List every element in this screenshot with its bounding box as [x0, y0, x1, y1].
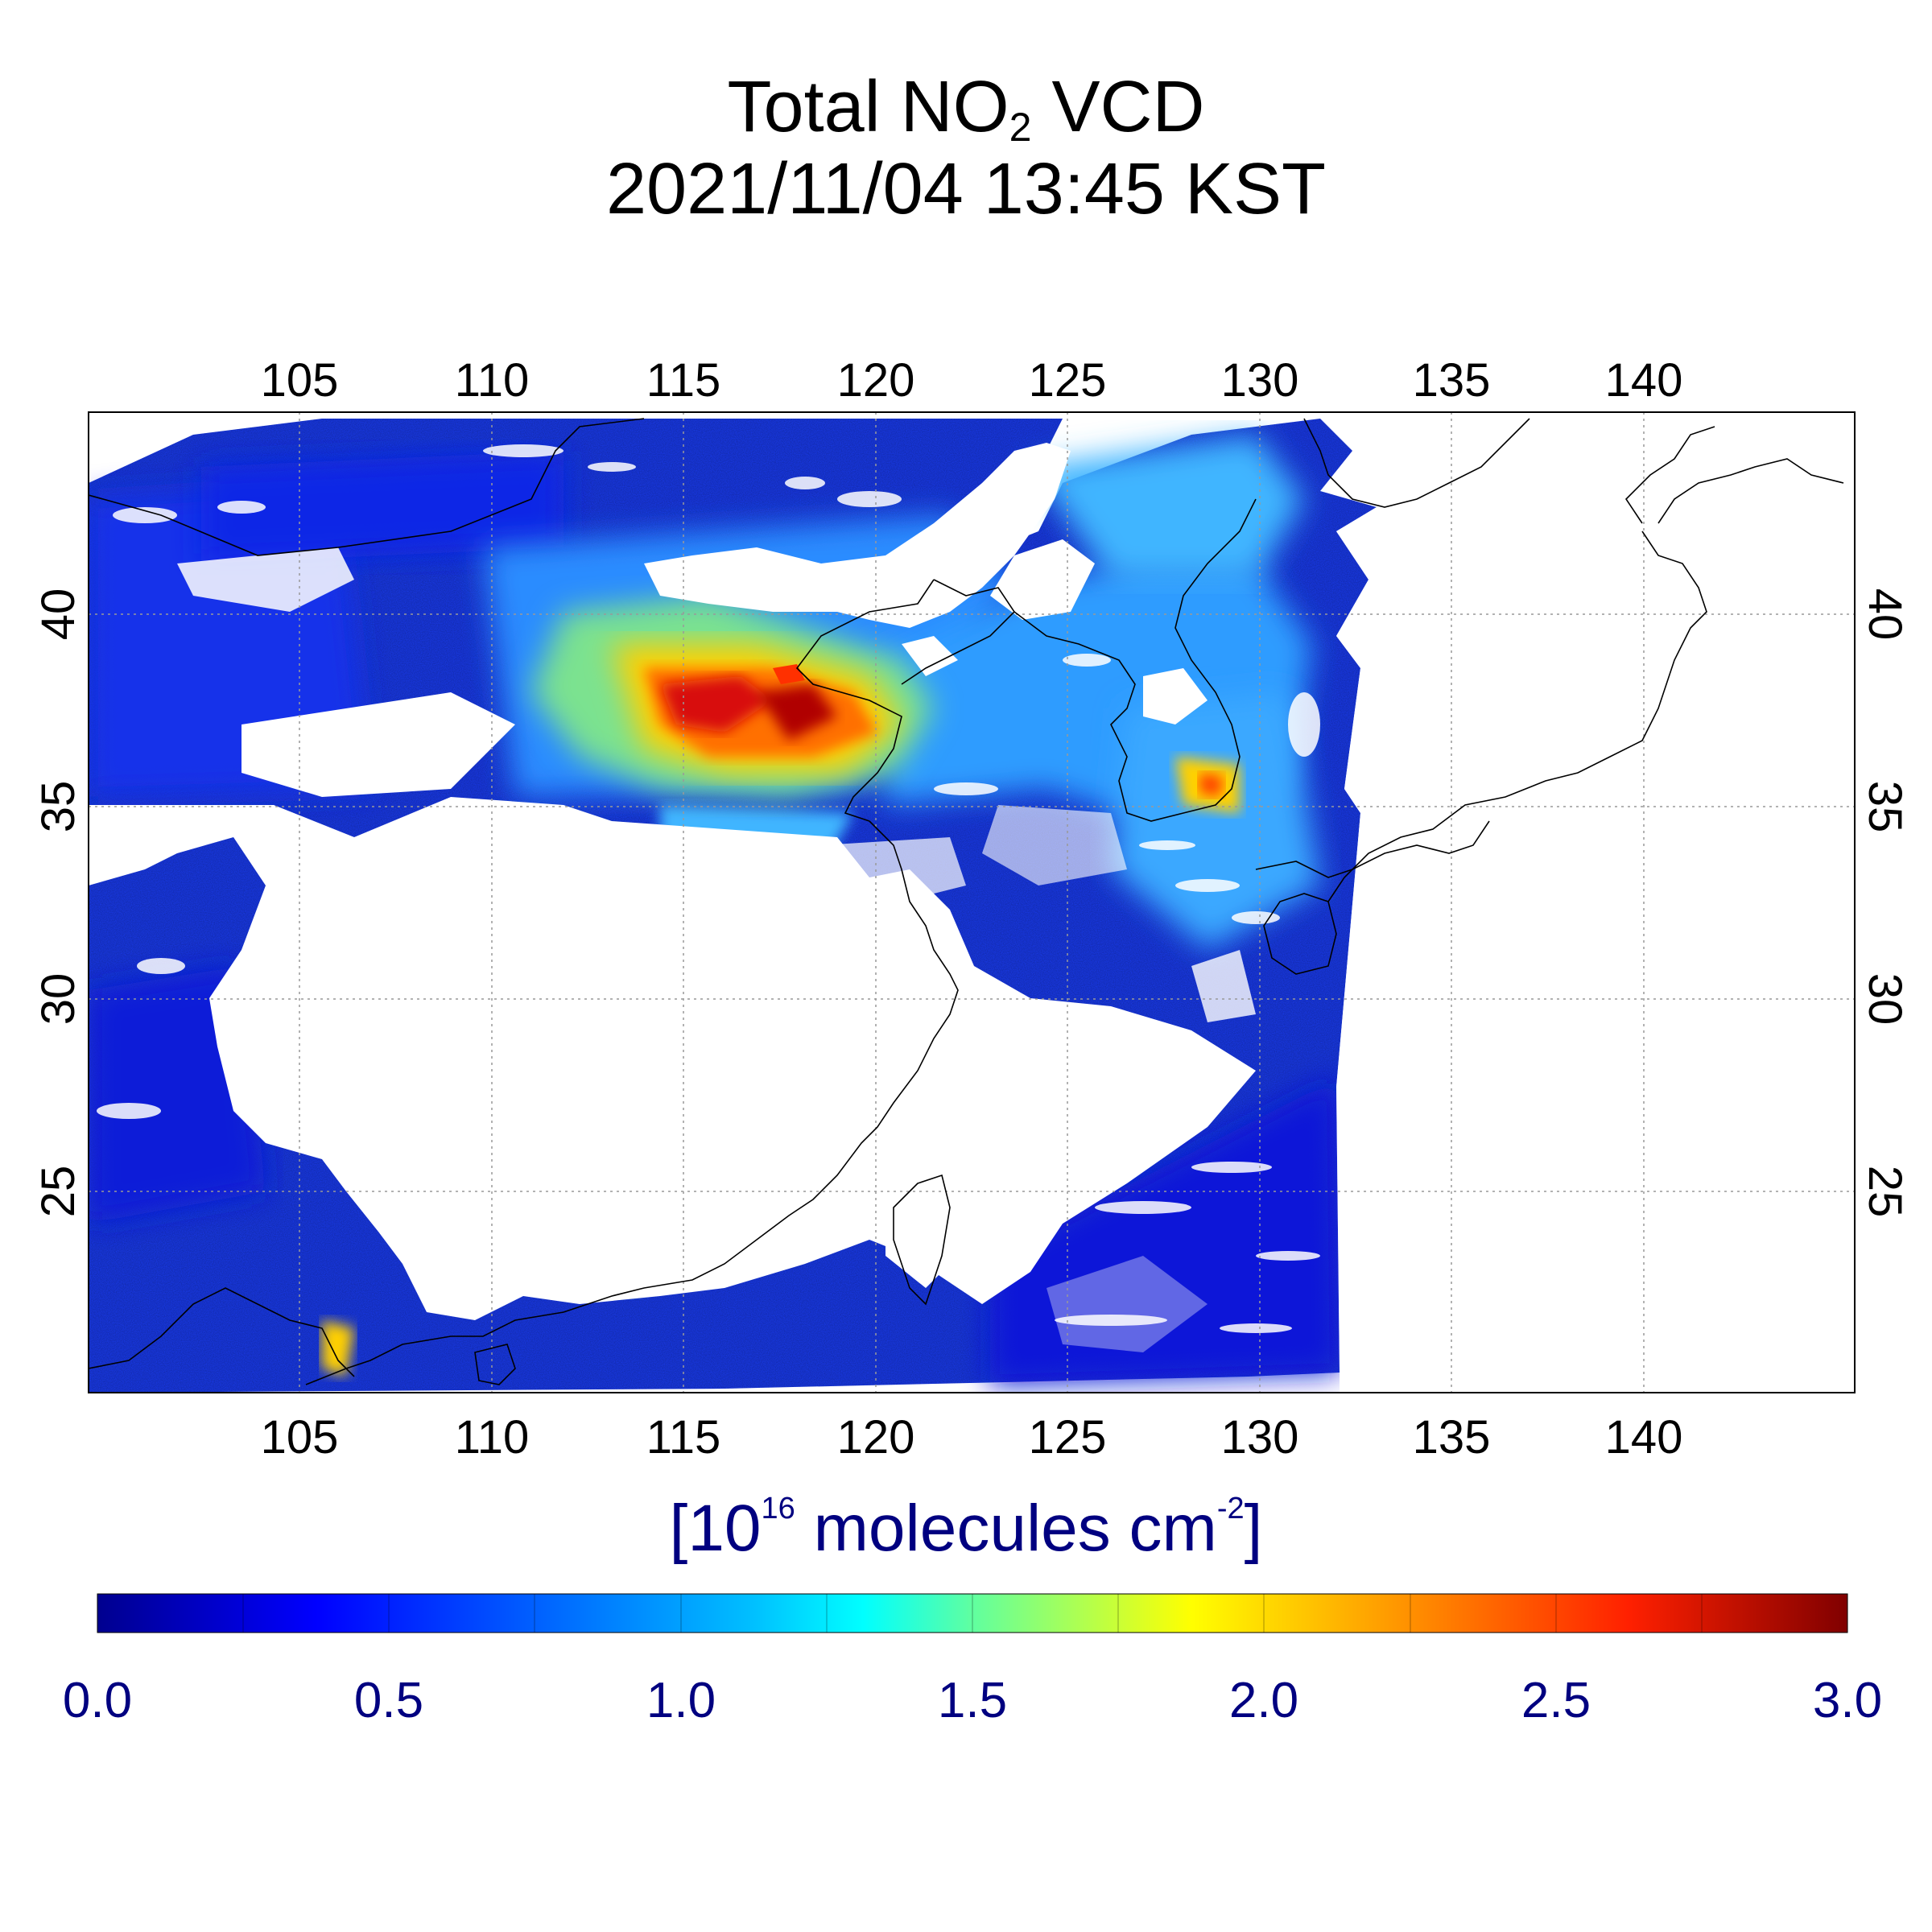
lon-label: 140	[1605, 354, 1683, 407]
colorbar-tick-label: 3.0	[1812, 1673, 1883, 1728]
lon-label: 135	[1413, 354, 1491, 407]
hotspot-north-china-plain	[531, 596, 934, 797]
hotspot-south	[322, 1320, 354, 1377]
lon-label: 125	[1029, 1411, 1107, 1463]
lon-label: 135	[1413, 1411, 1491, 1463]
lon-label: 115	[646, 354, 720, 407]
lon-label: 140	[1605, 1411, 1683, 1463]
lat-label: 30	[32, 973, 85, 1026]
coastlines	[89, 418, 1844, 1385]
colorbar-tick-label: 1.5	[937, 1673, 1008, 1728]
lat-label: 35	[32, 781, 85, 833]
grid-lines	[89, 412, 1855, 1393]
lon-label: 120	[837, 1411, 915, 1463]
colorbar-gradient	[97, 1593, 1848, 1633]
map-datetime: 2021/11/04 13:45 KST	[605, 149, 1327, 229]
lon-label: 125	[1029, 354, 1107, 407]
colorbar-tick-label: 0.5	[353, 1673, 424, 1728]
colorbar-tick-label: 2.5	[1521, 1673, 1591, 1728]
colorbar	[97, 1593, 1848, 1633]
lat-label: 25	[1859, 1166, 1911, 1218]
lat-label: 25	[32, 1166, 85, 1218]
lon-label: 130	[1221, 1411, 1299, 1463]
colorbar-tick-label: 0.0	[62, 1673, 133, 1728]
lon-labels-bottom: 105 110 115 120 125 130 135 140	[261, 1411, 1683, 1463]
lat-label: 40	[1859, 588, 1911, 641]
lat-labels-right: 25 30 35 40	[1859, 588, 1911, 1218]
lat-label: 40	[32, 588, 85, 641]
lon-label: 110	[455, 354, 529, 407]
colorbar-unit-label: [1016 molecules cm-2]	[669, 1492, 1263, 1565]
lon-label: 105	[261, 354, 339, 407]
lat-label: 35	[1859, 781, 1911, 833]
lon-labels-top: 105 110 115 120 125 130 135 140	[261, 354, 1683, 407]
plot-frame	[88, 411, 1856, 1393]
colorbar-tick-label: 1.0	[646, 1673, 716, 1728]
lon-label: 130	[1221, 354, 1299, 407]
lon-label: 115	[646, 1411, 720, 1463]
lon-label: 110	[455, 1411, 529, 1463]
cloud-mask	[89, 419, 1855, 1393]
lon-label: 105	[261, 1411, 339, 1463]
no2-field	[89, 419, 1855, 1393]
lat-labels-left: 25 30 35 40	[32, 588, 85, 1218]
lon-label: 120	[837, 354, 915, 407]
map-title: Total NO2 VCD	[727, 67, 1205, 150]
lat-label: 30	[1859, 973, 1911, 1026]
colorbar-tick-label: 2.0	[1228, 1673, 1299, 1728]
